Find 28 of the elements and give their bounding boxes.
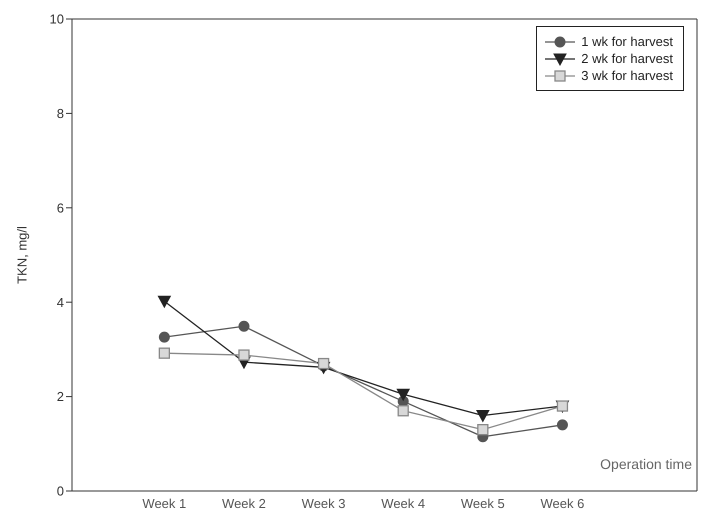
point [238,349,250,361]
y-tick-label: 10 [50,12,64,27]
y-tick-label: 8 [56,106,64,122]
x-tick-label: Week 4 [381,496,426,512]
legend-label: 3 wk for harvest [580,67,673,84]
point [158,348,170,359]
x-tick-label: Week 5 [460,496,505,512]
point [318,358,330,370]
point [477,424,488,436]
point [396,388,410,401]
y-tick-label: 4 [56,294,64,310]
y-tick-label: 6 [56,200,64,216]
annotation: Operation time [600,456,692,472]
point [158,296,171,308]
x-tick-label: Week 3 [302,496,346,512]
legend-label: 1 wk for harvest [580,33,673,50]
y-axis-title: TKN, mg/l [14,226,30,284]
point [398,405,409,416]
point [476,410,490,422]
legend-label: 2 wk for harvest [580,50,673,67]
x-tick-label: Week 1 [142,496,186,512]
point [238,320,250,332]
y-tick-label: 2 [56,389,64,404]
x-tick-label: Week 6 [540,496,584,512]
point [556,419,568,430]
x-tick-label: Week 2 [222,496,266,512]
y-tick-label: 0 [56,484,64,499]
point [158,332,170,343]
